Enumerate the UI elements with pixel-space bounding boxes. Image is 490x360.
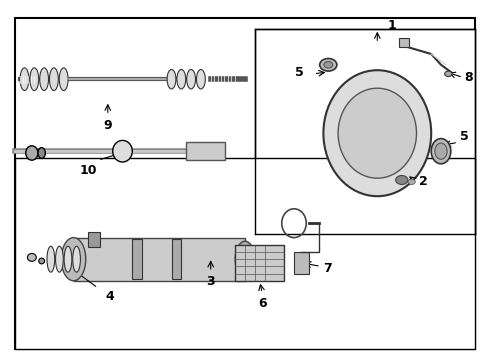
Ellipse shape	[40, 68, 49, 91]
Text: 3: 3	[206, 275, 215, 288]
Text: 7: 7	[323, 262, 332, 275]
Ellipse shape	[113, 140, 132, 162]
Ellipse shape	[408, 179, 416, 185]
Bar	[132, 239, 142, 279]
Text: 10: 10	[79, 164, 97, 177]
Text: 5: 5	[460, 130, 468, 143]
Ellipse shape	[61, 238, 86, 281]
Ellipse shape	[435, 143, 447, 159]
Bar	[15, 158, 475, 349]
Bar	[294, 252, 309, 274]
Bar	[74, 238, 245, 281]
Text: 1: 1	[387, 19, 396, 32]
Ellipse shape	[196, 69, 205, 89]
Ellipse shape	[73, 246, 80, 272]
Bar	[172, 239, 181, 279]
Ellipse shape	[235, 241, 255, 277]
Ellipse shape	[59, 68, 68, 91]
Ellipse shape	[320, 59, 337, 71]
Ellipse shape	[323, 70, 431, 196]
Bar	[255, 29, 475, 234]
Ellipse shape	[324, 62, 333, 68]
Text: 5: 5	[295, 66, 304, 78]
Text: 8: 8	[465, 71, 473, 84]
Ellipse shape	[177, 69, 186, 89]
Ellipse shape	[338, 88, 416, 178]
Ellipse shape	[187, 69, 196, 89]
Ellipse shape	[26, 146, 38, 160]
Ellipse shape	[20, 68, 29, 91]
Ellipse shape	[49, 68, 58, 91]
Ellipse shape	[395, 176, 408, 185]
Bar	[88, 232, 100, 247]
Ellipse shape	[47, 246, 55, 272]
Ellipse shape	[27, 253, 36, 261]
Ellipse shape	[30, 68, 39, 91]
Ellipse shape	[64, 246, 72, 272]
Text: 4: 4	[105, 290, 114, 303]
Ellipse shape	[38, 148, 45, 158]
Bar	[186, 142, 225, 160]
Text: 9: 9	[103, 119, 112, 132]
Bar	[399, 38, 409, 47]
Ellipse shape	[431, 139, 451, 164]
Ellipse shape	[167, 69, 176, 89]
Ellipse shape	[445, 71, 452, 77]
Text: 2: 2	[419, 175, 428, 188]
Ellipse shape	[55, 246, 63, 272]
Text: 6: 6	[258, 297, 267, 310]
Bar	[235, 245, 284, 281]
Ellipse shape	[39, 258, 45, 264]
